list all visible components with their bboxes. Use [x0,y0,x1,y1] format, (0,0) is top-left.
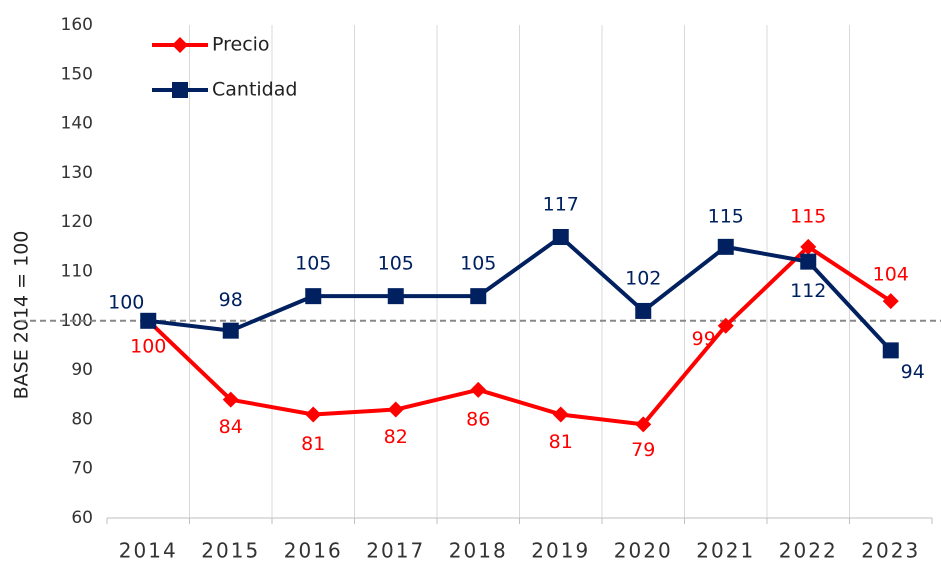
data-label: 86 [466,408,490,430]
y-tick-label: 70 [71,459,93,479]
marker [470,381,487,398]
data-label: 99 [692,328,716,350]
data-label: 112 [790,280,826,302]
marker [387,288,404,305]
marker [470,288,487,305]
data-label: 104 [873,264,909,286]
marker [717,317,734,334]
x-tick-label: 2020 [614,539,673,563]
data-label: 84 [219,416,243,438]
legend-label: Cantidad [212,79,297,101]
y-tick-label: 130 [61,163,93,183]
data-label: 100 [130,335,166,357]
data-label: 105 [460,253,496,275]
marker [882,342,899,359]
y-tick-label: 120 [61,212,93,232]
series-line [148,234,893,352]
marker [717,238,734,255]
y-axis-label: BASE 2014 = 100 [11,231,33,400]
y-tick-label: 80 [71,409,93,429]
data-label: 79 [631,439,655,461]
marker [552,228,569,245]
data-label: 94 [901,361,925,383]
marker [305,288,322,305]
y-tick-label: 100 [61,311,93,331]
x-tick-label: 2014 [119,539,178,563]
x-tick-label: 2017 [366,539,425,563]
data-label: 81 [549,431,573,453]
series-line [146,244,892,427]
x-tick-label: 2018 [449,539,508,563]
x-tick-label: 2016 [284,539,343,563]
x-tick-label: 2023 [861,539,920,563]
marker [305,406,322,423]
marker [882,293,899,310]
y-tick-label: 150 [61,64,93,84]
x-tick-label: 2015 [201,539,260,563]
data-label: 115 [708,205,744,227]
x-tick-label: 2019 [531,539,590,563]
data-label: 117 [543,193,579,215]
marker [635,302,652,319]
marker [800,253,817,270]
x-tick-label: 2022 [779,539,838,563]
data-label: 82 [384,426,408,448]
y-tick-label: 60 [71,508,93,528]
data-label: 105 [295,253,331,275]
legend-label: Precio [212,34,270,56]
marker [222,322,239,339]
marker [222,391,239,408]
y-tick-label: 140 [61,114,93,134]
x-tick-label: 2021 [696,539,755,563]
data-label: 102 [625,267,661,289]
marker [800,238,817,255]
marker [387,401,404,418]
data-label: 100 [108,291,144,313]
data-label: 105 [378,253,414,275]
data-label: 115 [790,205,826,227]
marker [140,312,157,329]
marker [635,416,652,433]
y-tick-label: 160 [61,15,93,35]
marker [172,82,188,98]
y-tick-label: 110 [61,262,93,282]
marker [552,406,569,423]
marker [172,37,188,53]
data-label: 81 [301,433,325,455]
data-label: 98 [219,289,243,311]
y-tick-label: 90 [71,360,93,380]
